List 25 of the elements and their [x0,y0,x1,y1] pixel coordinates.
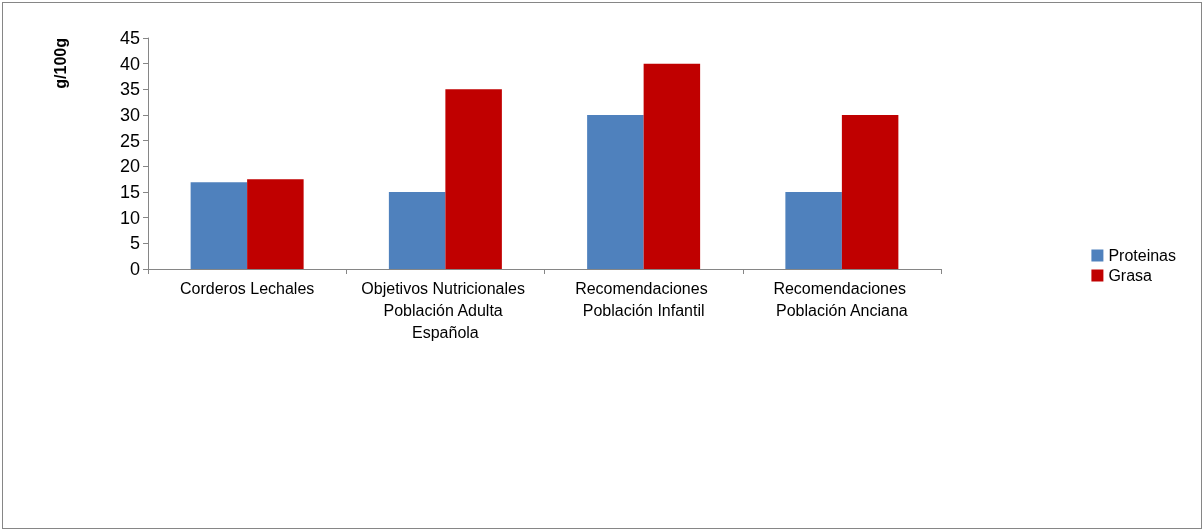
bar [190,182,248,269]
x-tick-label: Corderos Lechales [179,279,315,297]
x-tick-label: Recomendaciones Población Infantil [575,279,713,319]
y-tick-label: 45 [119,28,140,48]
y-tick-label: 20 [119,156,140,177]
x-tick-label: Objetivos Nutricionales Población Adulta Española [361,279,530,341]
y-axis-title: g/100g [51,38,69,89]
bar [841,115,899,269]
bar [785,192,842,269]
bar [643,63,701,269]
y-tick-label: 30 [119,105,140,125]
y-tick-label: 15 [119,182,140,202]
y-tick-label: 35 [119,79,140,100]
x-tick-label: Recomendaciones Población Anciana [773,279,911,319]
y-tick-label: 5 [129,233,140,254]
bar [247,179,304,269]
bar [388,192,446,269]
legend-label: Proteinas [1108,247,1176,264]
bar [587,115,644,269]
y-tick-label: 10 [119,207,140,228]
y-tick-label: 25 [119,130,140,151]
bar [445,89,502,269]
legend-label: Grasa [1108,267,1153,284]
y-tick-label: 0 [129,259,140,279]
y-tick-label: 40 [119,53,140,74]
